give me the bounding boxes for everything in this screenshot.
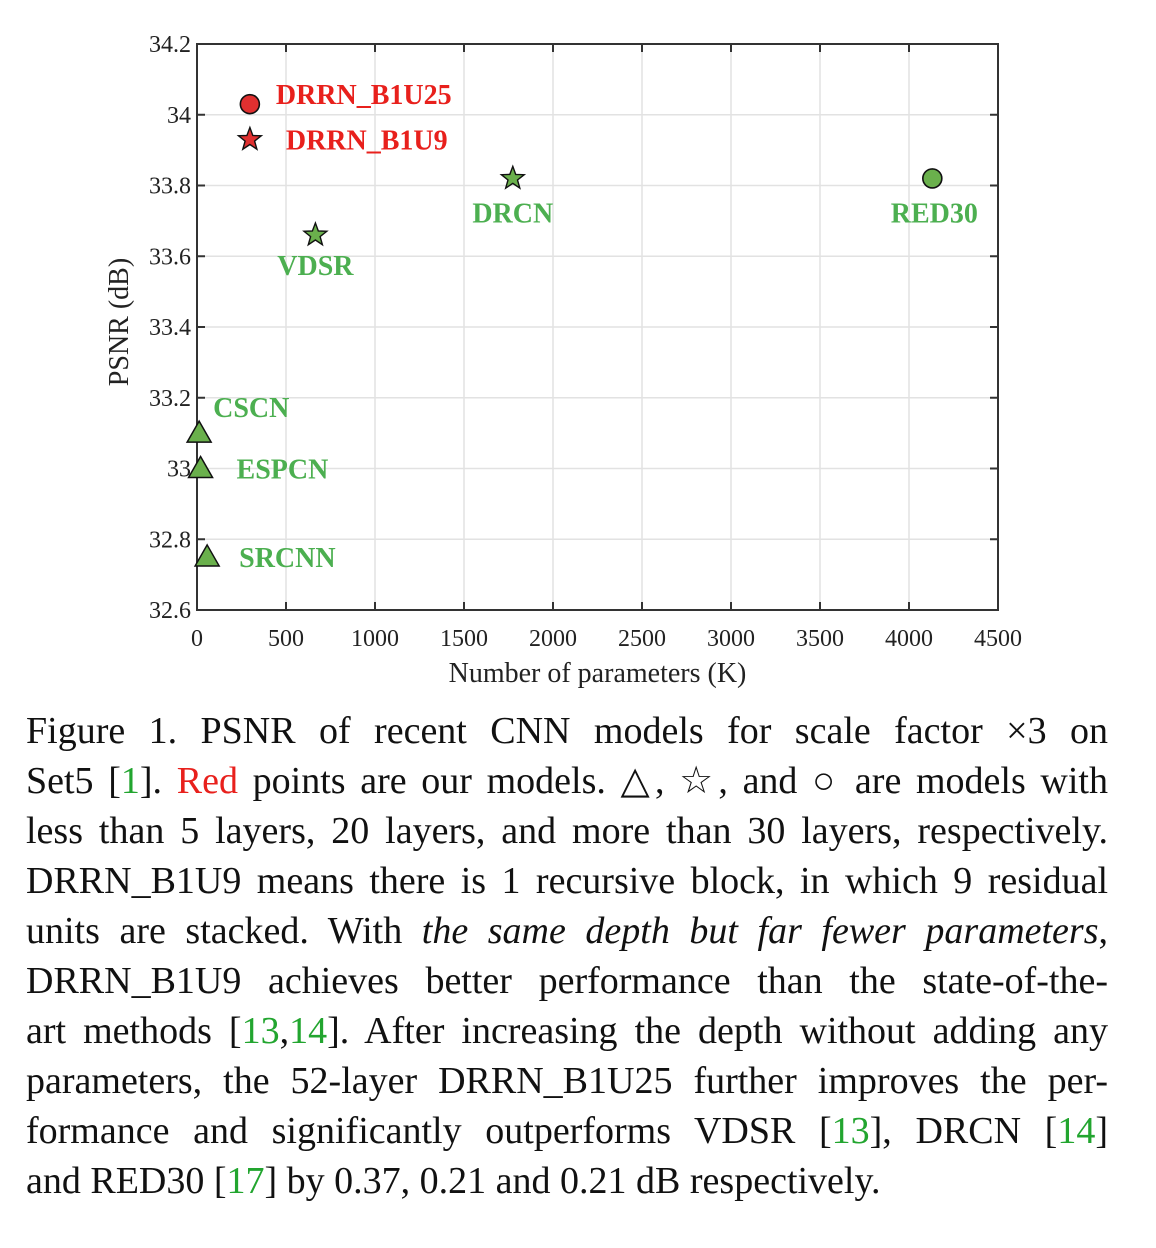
x-tick-label: 1500	[440, 626, 488, 652]
x-tick-label: 4500	[974, 626, 1022, 652]
label-drcn: DRCN	[472, 198, 553, 229]
caption-text: Figure 1. PSNR of recent CNN models for …	[26, 710, 1108, 752]
citation-link[interactable]: 14	[1057, 1110, 1096, 1152]
point-cscn	[185, 419, 213, 443]
caption-line: less than 5 layers, 20 layers, and more …	[26, 806, 1108, 856]
caption-line: and RED30 [17] by 0.37, 0.21 and 0.21 dB…	[26, 1156, 1108, 1206]
y-tick-label: 32.8	[149, 527, 191, 553]
caption-text: formance and significantly outperforms V…	[26, 1110, 832, 1152]
caption-text: ]. After increasing the depth without ad…	[327, 1010, 1108, 1052]
label-drrn-b1u9: DRRN_B1U9	[286, 126, 448, 157]
x-tick-label: 2500	[618, 626, 666, 652]
caption-line: parameters, the 52-layer DRRN_B1U25 furt…	[26, 1056, 1108, 1106]
caption-line: Figure 1. PSNR of recent CNN models for …	[26, 706, 1108, 756]
x-axis-title: Number of parameters (K)	[449, 658, 747, 689]
citation-link[interactable]: 13	[831, 1110, 870, 1152]
caption-text: points are our models. △, ☆, and ○ are m…	[237, 760, 1108, 802]
caption-line: units are stacked. With the same depth b…	[26, 906, 1108, 956]
caption-text: Set5 [	[26, 760, 121, 802]
caption-text: ] by 0.37, 0.21 and 0.21 dB respectively…	[264, 1160, 881, 1202]
point-red30	[922, 168, 943, 189]
caption-text: DRRN_B1U9 achieves better performance th…	[26, 960, 1108, 1002]
scatter-chart: 0 500 1000 1500 2000 2500 3000 3500 4000 4500 32.6…	[104, 32, 1022, 689]
point-drrn-b1u9	[236, 125, 264, 151]
point-espcn	[187, 454, 214, 479]
y-tick-label: 33	[167, 457, 191, 483]
x-tick-label: 500	[268, 626, 304, 652]
point-srcnn	[193, 543, 221, 567]
caption-text: DRRN_B1U9 means there is 1 recursive blo…	[26, 860, 1108, 902]
caption-text: ,	[279, 1010, 290, 1052]
citation-link[interactable]: 14	[289, 1010, 328, 1052]
y-tick-label: 32.6	[149, 598, 191, 624]
x-tick-label: 1000	[351, 626, 399, 652]
x-tick-label: 2000	[529, 626, 577, 652]
y-tick-label: 33.6	[149, 244, 191, 270]
point-vdsr	[302, 220, 329, 247]
citation-link[interactable]: 1	[120, 760, 140, 802]
caption-line: art methods [13,14]. After increasing th…	[26, 1006, 1108, 1056]
caption-text: ].	[139, 760, 177, 802]
chart-svg: 0 500 1000 1500 2000 2500 3000 3500 4000 4500 32.6…	[104, 32, 1022, 689]
y-tick-label: 34.2	[149, 32, 191, 58]
x-tick-label: 3000	[707, 626, 755, 652]
y-tick-label: 33.4	[149, 315, 191, 341]
caption-text: the same depth but far fewer parameters	[421, 910, 1099, 952]
caption-line: formance and significantly outperforms V…	[26, 1106, 1108, 1156]
citation-link[interactable]: 13	[241, 1010, 280, 1052]
y-axis-title: PSNR (dB)	[104, 258, 135, 386]
caption-text: and RED30 [	[26, 1160, 227, 1202]
label-espcn: ESPCN	[237, 455, 329, 486]
citation-link[interactable]: 17	[226, 1160, 265, 1202]
caption-line: DRRN_B1U9 achieves better performance th…	[26, 956, 1108, 1006]
x-tick-label: 3500	[796, 626, 844, 652]
point-drrn-b1u25	[239, 93, 261, 115]
x-tick-label: 4000	[885, 626, 933, 652]
figure-caption: Figure 1. PSNR of recent CNN models for …	[26, 706, 1108, 1206]
y-tick-label: 34	[167, 103, 191, 129]
caption-text: Red	[176, 760, 238, 802]
caption-text: ,	[1098, 910, 1109, 952]
caption-text: art methods [	[26, 1010, 242, 1052]
point-drcn	[499, 164, 527, 190]
label-cscn: CSCN	[213, 393, 289, 424]
y-tick-label: 33.2	[149, 386, 191, 412]
y-tick-label: 33.8	[149, 174, 191, 200]
caption-text: units are stacked. With	[26, 910, 422, 952]
label-vdsr: VDSR	[277, 251, 354, 282]
label-drrn-b1u25: DRRN_B1U25	[276, 80, 452, 111]
x-tick-label: 0	[191, 626, 203, 652]
caption-text: ]	[1095, 1110, 1108, 1152]
label-srcnn: SRCNN	[239, 543, 335, 574]
caption-line: Set5 [1]. Red points are our models. △, …	[26, 756, 1108, 806]
caption-text: parameters, the 52-layer DRRN_B1U25 furt…	[26, 1060, 1108, 1102]
caption-line: DRRN_B1U9 means there is 1 recursive blo…	[26, 856, 1108, 906]
caption-text: less than 5 layers, 20 layers, and more …	[26, 810, 1108, 852]
label-red30: RED30	[891, 198, 978, 229]
caption-text: ], DRCN [	[869, 1110, 1058, 1152]
